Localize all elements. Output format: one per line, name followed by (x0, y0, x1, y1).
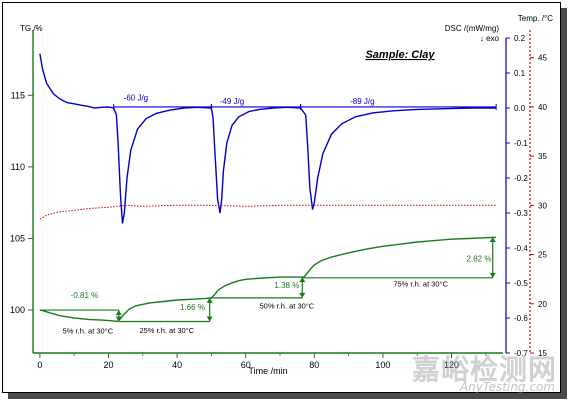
chart-frame (2, 2, 561, 393)
rh-condition-label: 5% r.h. at 30°C (63, 327, 114, 336)
dsc-tick-label: 0.1 (514, 69, 526, 78)
temp-axis-label: Temp. /°C (518, 14, 553, 23)
tg-step-arrowhead (489, 237, 496, 243)
temp-tick-label: 30 (538, 201, 547, 210)
temp-tick-label: 40 (538, 103, 547, 112)
dsc-tick-label: 0.0 (514, 104, 526, 113)
x-tick-label: 0 (37, 360, 42, 370)
dsc-tick-label: -0.5 (514, 279, 528, 288)
tg-change-label: 2.82 % (467, 254, 492, 263)
rh-condition-label: 75% r.h. at 30°C (393, 279, 448, 288)
series-temp-line (39, 204, 497, 220)
tg-step-arrowhead (115, 310, 122, 316)
series-tg-line (39, 236, 497, 323)
temp-tick-label: 35 (538, 152, 547, 161)
x-tick-label: 120 (444, 360, 459, 370)
x-tick-label: 20 (103, 360, 113, 370)
tg-axis-label: TG /% (20, 24, 43, 33)
watermark-main: 嘉峪检测网 (411, 353, 557, 386)
chart-title: Sample: Clay (365, 49, 435, 61)
tg-step-arrowhead (206, 316, 213, 322)
tg-tick-label: 105 (10, 233, 25, 243)
x-axis-label: Time /min (248, 366, 287, 376)
dsc-tick-label: -0.1 (514, 139, 528, 148)
x-tick-label: 80 (309, 360, 319, 370)
tg-step-arrowhead (206, 297, 213, 303)
dsc-peak-label: -89 J/g (350, 97, 374, 106)
tg-tick-label: 115 (11, 90, 25, 100)
dsc-tick-label: 0.2 (514, 34, 526, 43)
temp-tick-label: 45 (538, 54, 547, 63)
tg-change-label: 1.38 % (274, 281, 299, 290)
tg-change-label: -0.81 % (71, 291, 99, 300)
tg-step-arrowhead (299, 277, 306, 283)
series-dsc-line (39, 53, 497, 224)
dsc-peak-label: -49 J/g (220, 97, 244, 106)
dsc-tick-label: -0.6 (514, 314, 528, 323)
temp-tick-label: 15 (538, 349, 547, 358)
dsc-tick-label: -0.3 (514, 209, 528, 218)
dsc-exo-label: ↓ exo (480, 34, 500, 43)
dsc-peak-label: -60 J/g (124, 93, 148, 102)
watermark-sub: AnyTesting.com (459, 380, 555, 394)
dsc-tick-label: -0.7 (514, 349, 528, 358)
x-tick-label: 40 (172, 360, 182, 370)
tg-step-arrowhead (299, 292, 306, 298)
x-tick-label: 60 (241, 360, 251, 370)
tg-step-arrowhead (115, 316, 122, 322)
temp-tick-label: 20 (538, 300, 547, 309)
rh-condition-label: 50% r.h. at 30°C (260, 302, 315, 311)
rh-condition-label: 25% r.h. at 30°C (139, 326, 194, 335)
tg-tick-label: 110 (11, 162, 25, 172)
dsc-tick-label: -0.2 (514, 174, 528, 183)
temp-tick-label: 25 (538, 251, 547, 260)
x-tick-label: 100 (375, 360, 390, 370)
tg-change-label: 1.66 % (180, 303, 205, 312)
dsc-tick-label: -0.4 (514, 244, 528, 253)
tg-tick-label: 100 (10, 305, 25, 315)
dsc-axis-label: DSC /(mW/mg) (445, 24, 500, 33)
tg-step-arrowhead (489, 272, 496, 278)
